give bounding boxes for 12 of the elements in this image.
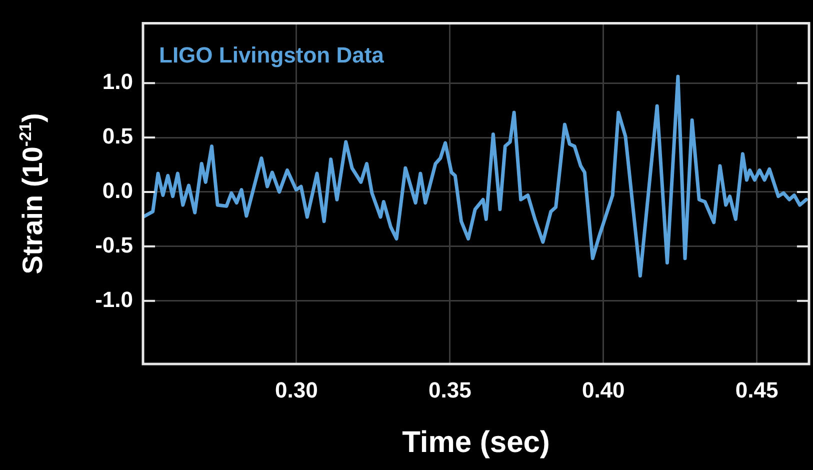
x-axis-title: Time (sec) [402, 426, 550, 459]
y-tick-label: 0.0 [102, 178, 133, 204]
x-tick-label: 0.40 [582, 377, 625, 402]
y-tick-label: 0.5 [102, 124, 133, 149]
x-tick-label: 0.45 [735, 377, 778, 402]
x-tick-label: 0.30 [275, 377, 318, 402]
y-tick-label: -0.5 [95, 232, 133, 258]
text: LIGO Livingston Data [159, 42, 385, 68]
y-tick-label: -1.0 [95, 286, 133, 312]
y-tick-label: 1.0 [102, 69, 133, 94]
x-tick-label: 0.35 [428, 377, 472, 402]
y-axis-title: Strain (10-21) [16, 113, 48, 274]
